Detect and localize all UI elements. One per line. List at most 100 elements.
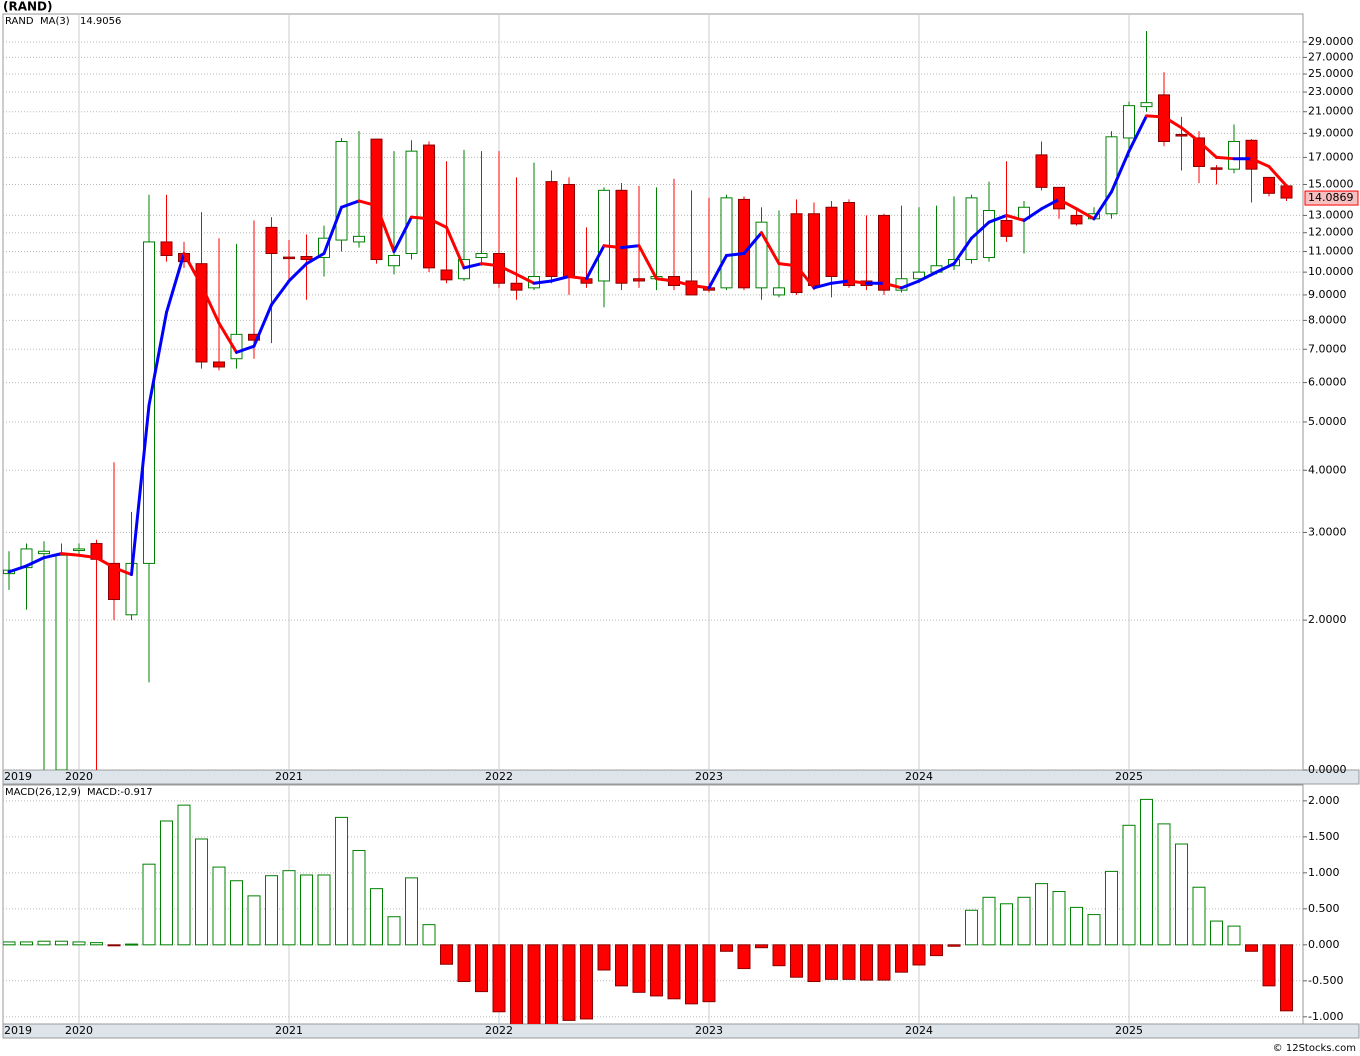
y-tick-label: 9.0000	[1308, 288, 1347, 301]
macd-bar	[1017, 896, 1031, 946]
ma-segment	[637, 244, 658, 281]
ma-segment	[760, 231, 781, 266]
macd-bar	[422, 924, 436, 946]
ma-segment	[165, 252, 186, 314]
candle-body	[108, 562, 120, 601]
macd-bar	[615, 944, 628, 987]
macd-bar	[772, 944, 786, 967]
candle-body	[1263, 176, 1275, 194]
macd-bar	[1122, 824, 1136, 946]
ma-segment	[445, 225, 466, 270]
y-tick-label: 7.0000	[1308, 342, 1347, 355]
y-tick-label: 1.500	[1308, 830, 1340, 843]
ma-segment	[1145, 114, 1166, 119]
ma-segment	[357, 199, 378, 208]
y-tick-label: 29.0000	[1308, 35, 1354, 48]
candle-body	[475, 253, 488, 259]
ma-segment	[305, 252, 326, 266]
ma-segment	[7, 564, 28, 574]
ma-segment	[392, 215, 413, 254]
candle-body	[195, 263, 208, 363]
ma-segment	[812, 281, 833, 290]
macd-bar	[807, 944, 821, 983]
macd-bar	[667, 944, 681, 1000]
last-price-label: 14.0869	[1308, 191, 1354, 204]
macd-subtitle: MACD:-0.917	[87, 787, 153, 798]
ma-segment	[690, 284, 711, 290]
ma-segment	[252, 303, 273, 348]
ma-segment	[1075, 207, 1096, 221]
macd-bar	[72, 941, 86, 946]
legend-ma: MA(3)	[40, 16, 70, 27]
macd-bar	[1192, 886, 1206, 946]
macd-bar	[335, 816, 348, 946]
price-panel	[2, 13, 1304, 771]
macd-bar	[947, 944, 961, 947]
candle-body	[160, 241, 173, 257]
candle-body	[440, 269, 453, 281]
macd-bar	[1087, 914, 1101, 946]
macd-title: MACD(26,12,9)	[5, 787, 81, 798]
candle-body	[335, 140, 348, 241]
candle-body	[213, 361, 225, 368]
last-price-box	[1304, 190, 1359, 206]
candle-body	[598, 189, 610, 282]
candle-body	[1123, 105, 1135, 139]
macd-bar	[737, 944, 751, 970]
macd-bar	[1035, 883, 1048, 946]
candle-body	[1070, 214, 1083, 225]
x-tick-label: 2022	[485, 770, 513, 783]
ma-segment	[375, 204, 396, 254]
ma-segment	[147, 310, 168, 407]
ma-segment	[725, 252, 746, 258]
macd-bar	[1280, 944, 1293, 1012]
macd-bar	[720, 944, 733, 952]
x-tick-label: 2022	[485, 1024, 513, 1037]
macd-bar	[912, 944, 926, 966]
macd-bar	[1070, 906, 1083, 946]
ma-segment	[497, 264, 518, 276]
macd-bar	[860, 944, 873, 981]
macd-bar	[545, 944, 558, 1024]
ma-segment	[60, 552, 81, 557]
y-tick-label: 12.0000	[1308, 226, 1354, 239]
candle-body	[283, 256, 295, 260]
ma-segment	[847, 279, 868, 285]
macd-bar	[1140, 798, 1153, 946]
y-tick-label: 21.0000	[1308, 105, 1354, 118]
ma-segment	[1040, 197, 1061, 211]
macd-bar	[177, 804, 191, 946]
macd-bar	[527, 944, 541, 1024]
candle-body	[423, 144, 435, 269]
y-tick-label: 0.000	[1308, 938, 1340, 951]
y-tick-label: 0.0000	[1308, 763, 1347, 776]
candle-body	[983, 209, 995, 259]
candle-body	[55, 554, 68, 770]
macd-bar	[440, 944, 453, 965]
candle-body	[388, 255, 400, 267]
y-tick-label: 23.0000	[1308, 85, 1354, 98]
y-tick-label: 17.0000	[1308, 150, 1354, 163]
candle-body	[1035, 154, 1048, 188]
candle-body	[510, 282, 523, 291]
ma-segment	[1092, 190, 1113, 221]
y-tick-label: 2.000	[1308, 794, 1340, 807]
ma-segment	[935, 262, 956, 274]
y-tick-label: 8.0000	[1308, 313, 1347, 326]
macd-bar	[300, 874, 313, 946]
x-tick-label: 2025	[1115, 1024, 1143, 1037]
x-tick-label: 2019	[4, 770, 32, 783]
ma-segment	[95, 556, 116, 570]
y-tick-label: 19.0000	[1308, 126, 1354, 139]
macd-bar	[895, 944, 908, 973]
x-tick-label: 2020	[65, 770, 93, 783]
y-tick-label: 6.0000	[1308, 376, 1347, 389]
macd-bar	[195, 838, 208, 946]
ma-segment	[515, 272, 536, 285]
macd-bar	[685, 944, 698, 1005]
candle-body	[1105, 136, 1118, 215]
candle-body	[1140, 102, 1153, 108]
macd-bar	[387, 916, 401, 946]
candle-body	[1280, 185, 1293, 199]
x-tick-label: 2020	[65, 1024, 93, 1037]
